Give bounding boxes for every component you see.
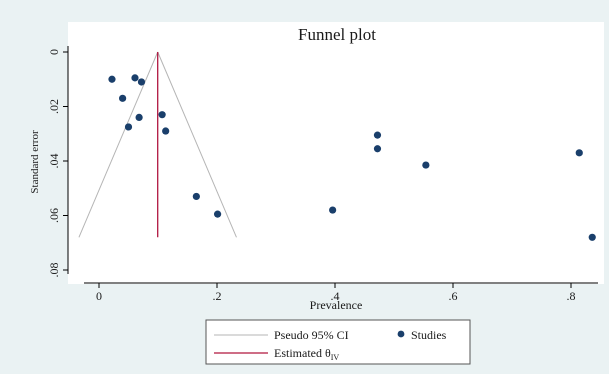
y-axis-label: Standard error [29,130,41,194]
axes [67,46,598,284]
study-point-12 [373,131,382,139]
study-point-6 [135,113,143,121]
study-point-5 [124,123,133,131]
legend-box [205,319,471,365]
plot-area [68,22,604,284]
study-point-1 [108,75,116,83]
study-point-11 [329,206,337,214]
y-tick-label: .06 [47,208,61,223]
legend-estimate-label-main: Estimated θ [274,346,331,360]
study-point-10 [213,210,222,218]
study-point-3 [137,78,146,86]
x-ticks: 0 .2 .4 .6 .8 [96,283,576,303]
study-point-8 [162,127,170,135]
legend: Pseudo 95% CI Studies Estimated θIV [205,319,471,365]
study-point-2 [131,74,139,82]
chart-title: Funnel plot [298,25,376,44]
x-tick-label: 0 [96,289,102,303]
legend-estimate-label: Estimated θIV [274,346,339,362]
x-tick-label: .4 [331,289,340,303]
study-point-7 [158,111,166,119]
study-point-13 [373,145,382,153]
x-axis-label: Prevalence [310,298,363,312]
x-tick-label: .2 [213,289,222,303]
pseudo-ci-right-line [157,51,237,238]
study-point-14 [422,161,430,169]
x-tick-label: .8 [567,289,576,303]
legend-studies-swatch [397,330,405,338]
y-tick-label: .04 [47,154,61,169]
study-point-4 [119,94,127,102]
x-tick-label: .6 [449,289,458,303]
y-tick-label: .08 [47,263,61,278]
y-tick-label: 0 [47,49,61,55]
legend-pseudo-ci-label: Pseudo 95% CI [274,328,349,342]
studies-layer [108,74,596,241]
study-point-9 [192,192,200,201]
study-point-15 [575,149,583,157]
legend-estimate-label-subscript: IV [331,353,340,362]
legend-studies-label: Studies [411,328,447,342]
y-ticks: 0 .02 .04 .06 .08 [47,49,68,278]
y-tick-label: .02 [47,99,61,114]
study-point-16 [588,233,596,241]
